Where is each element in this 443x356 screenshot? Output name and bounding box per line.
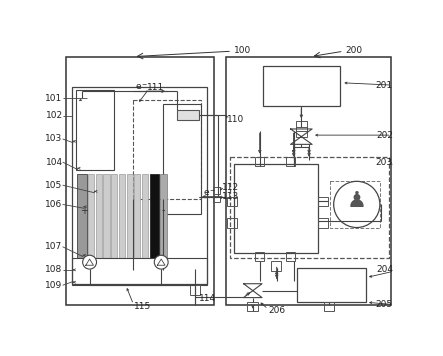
- Text: 108: 108: [45, 265, 62, 274]
- Bar: [296, 121, 307, 131]
- Text: 100: 100: [233, 46, 251, 55]
- Text: 102: 102: [46, 111, 62, 120]
- Bar: [213, 196, 221, 202]
- Bar: [96, 174, 102, 258]
- Bar: [227, 197, 237, 206]
- Bar: [213, 188, 221, 194]
- Circle shape: [334, 181, 380, 227]
- Text: 101: 101: [45, 94, 62, 103]
- Text: 106: 106: [45, 200, 62, 209]
- Bar: [318, 218, 327, 227]
- Text: 105: 105: [45, 181, 62, 190]
- Text: 115: 115: [133, 302, 151, 310]
- Bar: [72, 87, 206, 284]
- Text: 111: 111: [148, 83, 165, 92]
- Text: 114: 114: [199, 294, 216, 303]
- Text: ♟: ♟: [347, 190, 367, 210]
- Bar: [263, 66, 340, 106]
- Text: 200: 200: [345, 46, 362, 55]
- Bar: [318, 197, 327, 206]
- Text: -: -: [161, 205, 165, 216]
- Text: e$^-$: e$^-$: [135, 83, 148, 92]
- Text: 202: 202: [376, 131, 393, 140]
- Bar: [77, 174, 87, 258]
- Text: e$^-$: e$^-$: [203, 188, 216, 198]
- Bar: [150, 174, 159, 258]
- Bar: [286, 157, 295, 166]
- Bar: [190, 285, 201, 294]
- Bar: [72, 258, 206, 285]
- Bar: [177, 110, 199, 120]
- Bar: [88, 174, 94, 258]
- Bar: [227, 218, 237, 227]
- Bar: [76, 90, 114, 170]
- Bar: [134, 174, 140, 258]
- Text: 206: 206: [268, 306, 285, 315]
- Text: 109: 109: [45, 281, 62, 290]
- Bar: [226, 57, 392, 304]
- Text: 107: 107: [45, 242, 62, 251]
- Bar: [142, 174, 148, 258]
- Circle shape: [83, 255, 97, 269]
- Bar: [66, 57, 214, 304]
- Bar: [324, 302, 334, 312]
- Bar: [330, 181, 380, 227]
- Bar: [233, 164, 318, 253]
- Bar: [230, 157, 389, 258]
- Bar: [248, 302, 258, 312]
- Bar: [163, 104, 201, 214]
- Text: 110: 110: [227, 115, 245, 124]
- Text: 113: 113: [222, 192, 239, 201]
- Bar: [271, 261, 281, 271]
- Text: 103: 103: [45, 135, 62, 143]
- Text: 204: 204: [376, 265, 393, 274]
- Text: 104: 104: [46, 158, 62, 167]
- Text: 205: 205: [376, 300, 393, 309]
- Bar: [286, 252, 295, 261]
- Bar: [255, 252, 264, 261]
- Text: 201: 201: [376, 80, 393, 90]
- Bar: [133, 100, 201, 199]
- Bar: [119, 174, 125, 258]
- Circle shape: [154, 255, 168, 269]
- Text: 203: 203: [376, 158, 393, 167]
- Bar: [296, 127, 307, 137]
- Bar: [127, 174, 133, 258]
- Bar: [104, 174, 109, 258]
- Bar: [159, 174, 167, 258]
- Text: +: +: [80, 205, 88, 216]
- Text: 112: 112: [222, 183, 239, 192]
- Bar: [255, 157, 264, 166]
- Bar: [297, 268, 366, 302]
- Bar: [111, 174, 117, 258]
